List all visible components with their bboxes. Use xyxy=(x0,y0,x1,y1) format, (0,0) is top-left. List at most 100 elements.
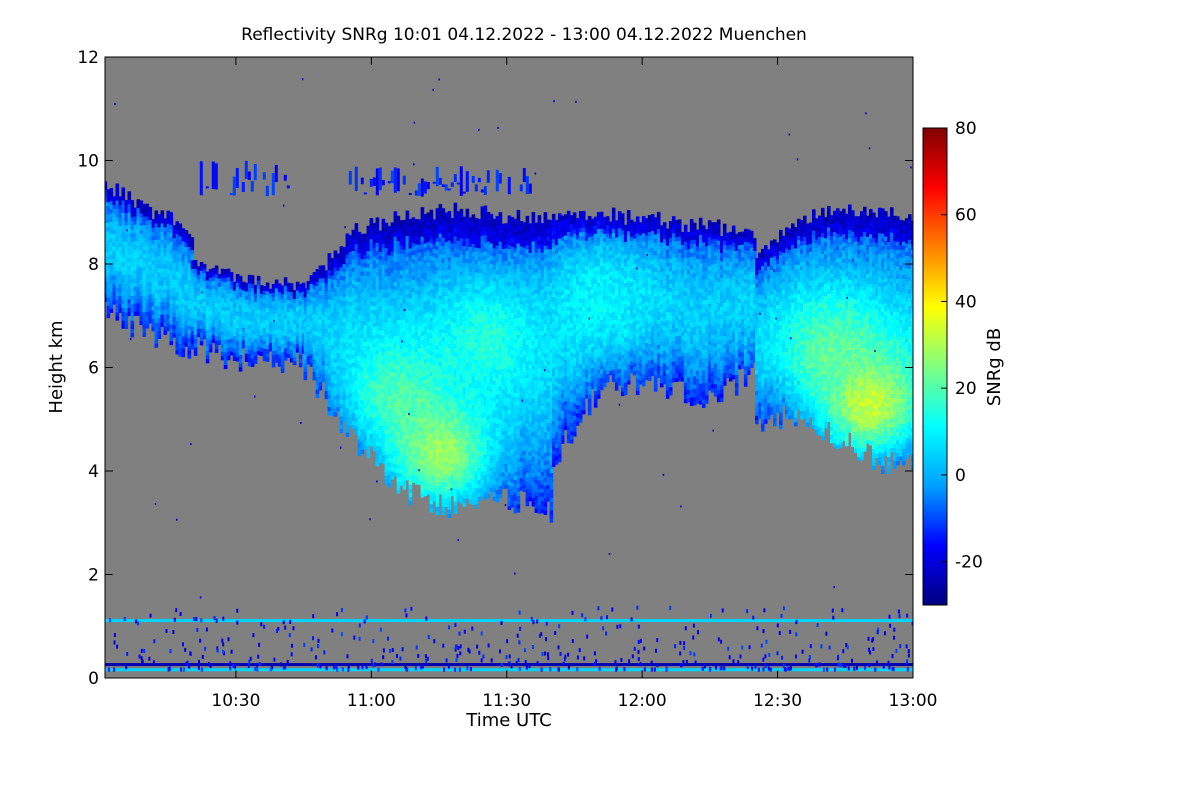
heat-cell xyxy=(336,286,341,292)
heat-cell xyxy=(450,305,455,310)
heat-cell xyxy=(342,317,347,323)
heat-cell xyxy=(462,481,467,487)
heat-cell xyxy=(453,360,458,365)
heat-cell xyxy=(417,389,422,394)
heat-cell xyxy=(372,235,377,240)
heat-cell xyxy=(205,308,210,314)
heat-cell xyxy=(133,269,138,275)
heat-cell xyxy=(378,280,383,285)
heat-cell xyxy=(468,279,473,285)
heat-cell xyxy=(154,276,159,282)
heat-cell xyxy=(366,234,371,239)
heat-cell xyxy=(205,296,210,302)
heat-cell xyxy=(417,372,422,378)
heat-cell xyxy=(390,288,395,294)
heat-cell xyxy=(121,315,126,321)
heat-cell xyxy=(399,327,404,333)
heat-cell xyxy=(438,208,443,213)
heat-cell xyxy=(121,324,126,329)
heat-cell xyxy=(456,484,461,490)
heat-cell xyxy=(130,266,135,271)
heat-cell xyxy=(348,247,353,253)
heat-cell xyxy=(399,418,404,424)
heat-cell xyxy=(456,281,461,287)
heat-cell xyxy=(417,397,422,403)
heat-cell xyxy=(450,292,455,298)
heat-cell xyxy=(384,313,389,319)
heat-cell xyxy=(133,286,138,291)
heat-cell xyxy=(453,264,458,270)
heat-cell xyxy=(465,366,470,371)
heat-cell xyxy=(477,417,482,423)
heat-cell xyxy=(208,339,213,345)
heat-cell xyxy=(181,302,186,308)
heat-cell xyxy=(124,200,129,205)
heat-cell xyxy=(465,299,470,305)
heat-cell xyxy=(324,378,329,383)
heat-cell xyxy=(235,356,240,362)
heat-cell xyxy=(217,286,222,292)
heat-cell xyxy=(384,338,389,344)
heat-cell xyxy=(414,372,419,377)
heat-cell xyxy=(405,218,410,224)
heat-cell xyxy=(372,425,377,431)
heat-cell xyxy=(181,331,186,337)
heat-cell xyxy=(238,329,243,335)
heat-cell xyxy=(259,297,264,303)
heat-cell xyxy=(453,244,458,249)
heat-cell xyxy=(315,277,320,282)
heat-cell xyxy=(342,346,347,351)
heat-cell xyxy=(408,484,413,489)
heat-cell xyxy=(369,441,374,447)
heat-cell xyxy=(390,222,395,228)
heat-cell xyxy=(471,442,476,447)
heat-cell xyxy=(408,355,413,361)
heat-cell xyxy=(432,376,437,382)
heat-cell xyxy=(241,281,246,287)
heat-cell xyxy=(447,322,452,328)
heat-cell xyxy=(205,275,210,281)
heat-cell xyxy=(324,320,329,325)
heat-cell xyxy=(390,359,395,364)
heat-cell xyxy=(429,449,434,455)
heat-cell xyxy=(202,317,207,323)
heat-cell xyxy=(414,405,419,411)
heat-cell xyxy=(121,319,126,325)
heat-cell xyxy=(396,397,401,403)
heat-cell xyxy=(348,243,353,248)
heat-cell xyxy=(366,370,371,376)
heat-cell xyxy=(333,275,338,280)
heat-cell xyxy=(324,311,329,317)
heat-cell xyxy=(435,324,440,329)
heat-cell xyxy=(369,342,374,347)
heat-cell xyxy=(360,300,365,305)
heat-cell xyxy=(393,335,398,341)
heat-cell xyxy=(477,293,482,299)
heat-cell xyxy=(301,303,306,309)
heat-cell xyxy=(387,445,392,450)
heat-cell xyxy=(342,300,347,306)
heat-cell xyxy=(468,486,473,492)
heat-cell xyxy=(453,273,458,278)
heat-cell xyxy=(429,458,434,463)
heat-cell xyxy=(342,338,347,343)
heat-cell xyxy=(154,210,159,216)
heat-cell xyxy=(133,207,138,213)
heat-cell xyxy=(453,471,458,477)
heat-cell xyxy=(462,357,467,363)
heat-cell xyxy=(414,223,419,228)
heat-cell xyxy=(432,264,437,270)
heat-cell xyxy=(423,429,428,434)
heat-cell xyxy=(363,254,368,259)
heat-cell xyxy=(244,336,249,342)
heat-cell xyxy=(456,298,461,303)
heat-cell xyxy=(399,369,404,374)
heat-cell xyxy=(160,318,165,323)
heat-cell xyxy=(360,382,365,388)
heat-cell xyxy=(327,278,332,283)
heat-cell xyxy=(447,467,452,473)
heat-cell xyxy=(363,304,368,309)
heat-cell xyxy=(393,434,398,440)
heat-cell xyxy=(360,370,365,376)
heat-cell xyxy=(101,205,105,210)
